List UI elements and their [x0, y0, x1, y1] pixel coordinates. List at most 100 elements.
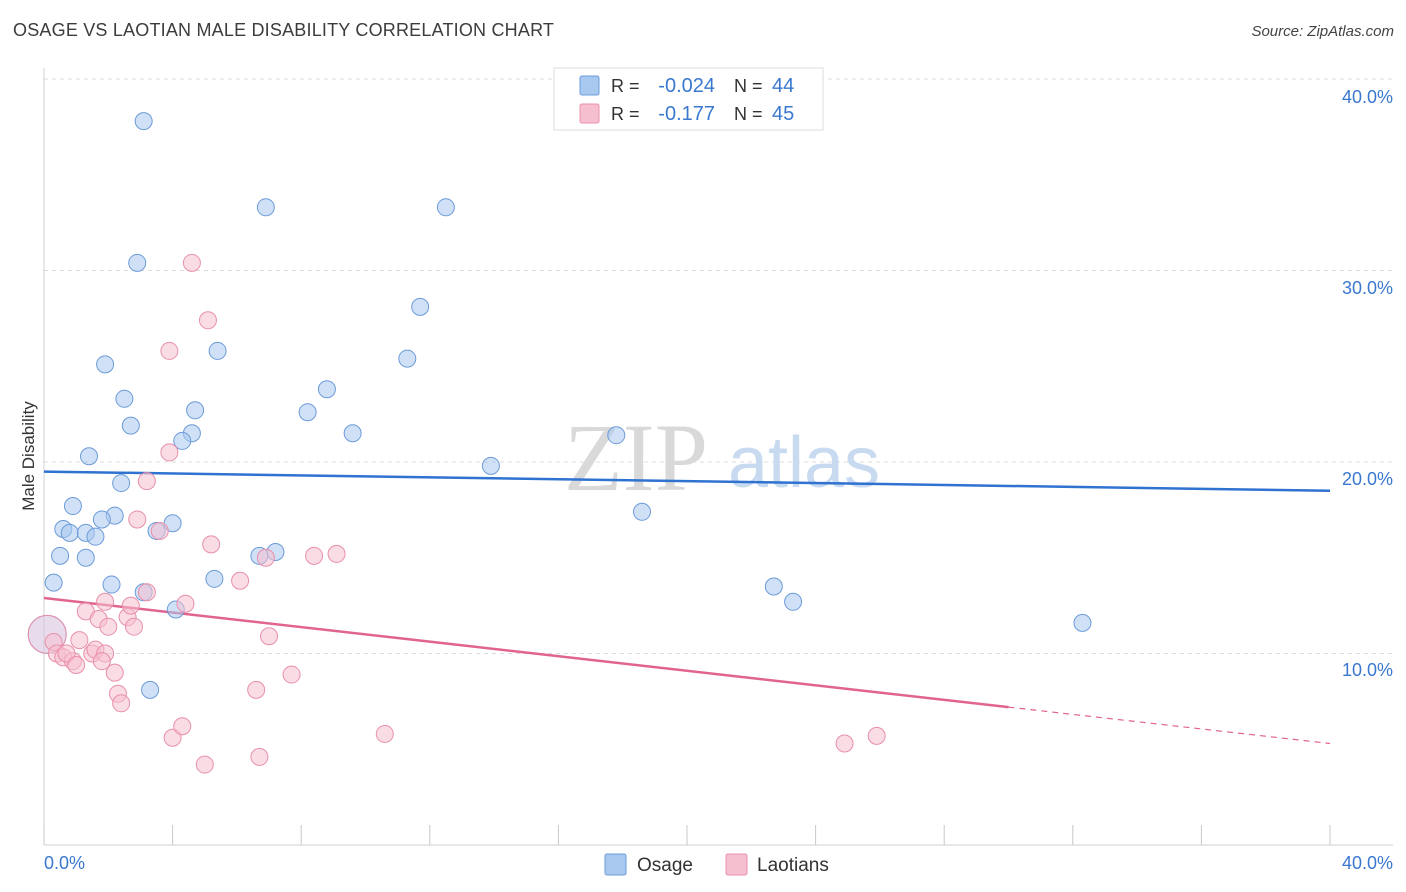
watermark-atlas: atlas — [728, 423, 880, 503]
laotians-point — [137, 472, 156, 491]
osage-point — [60, 523, 79, 542]
x-tick-label-min: 0.0% — [44, 853, 85, 873]
laotians-point — [202, 535, 221, 554]
osage-point — [63, 497, 82, 516]
stats-legend-osage-swatch — [579, 75, 600, 96]
laotians-point — [112, 694, 131, 713]
laotians-point — [247, 680, 266, 699]
y-axis-label: Male Disability — [19, 401, 38, 511]
axes — [43, 68, 1393, 846]
laotians-point — [99, 617, 118, 636]
osage-point — [764, 577, 783, 596]
osage-point — [51, 546, 70, 565]
y-tick-label-20: 20.0% — [1342, 469, 1393, 489]
osage-point — [411, 297, 430, 316]
y-tick-label-10: 10.0% — [1342, 660, 1393, 680]
osage-trend-line — [43, 470, 1331, 492]
laotians-point — [70, 631, 89, 650]
osage-point — [398, 349, 417, 368]
watermark-zip: ZIP — [564, 404, 708, 511]
stats-legend-laotians-n-label: N = — [734, 104, 763, 124]
osage-point — [205, 569, 224, 588]
osage-point — [86, 527, 105, 546]
osage-point — [121, 416, 140, 435]
osage-point — [173, 431, 192, 450]
source-label: Source: ZipAtlas.com — [1251, 23, 1394, 40]
laotians-point — [128, 510, 147, 529]
laotians-point — [195, 755, 214, 774]
osage-point — [607, 426, 626, 445]
osage-point — [44, 573, 63, 592]
osage-point — [134, 112, 153, 131]
stats-legend-laotians-r-label: R = — [611, 104, 640, 124]
osage-point — [128, 253, 147, 272]
laotians-point — [150, 521, 169, 540]
laotians-point — [173, 717, 192, 736]
laotians-point — [92, 652, 111, 671]
stats-legend-laotians-n-value: 45 — [772, 103, 794, 125]
laotians-point — [305, 546, 324, 565]
legend-osage-label: Osage — [637, 855, 693, 876]
stats-legend-osage-r-label: R = — [611, 76, 640, 96]
laotians-point — [163, 728, 182, 747]
y-tick-labels: 10.0% 20.0% 30.0% 40.0% — [1342, 87, 1393, 680]
osage-point — [112, 474, 131, 493]
stats-legend-osage-r-value: -0.024 — [658, 75, 715, 97]
laotians-point — [57, 644, 76, 663]
laotians-point — [198, 311, 217, 330]
osage-point — [96, 355, 115, 374]
laotians-point — [282, 665, 301, 684]
osage-point — [784, 592, 803, 611]
laotians-point — [375, 724, 394, 743]
laotians-point — [67, 655, 86, 674]
laotians-point — [231, 571, 250, 590]
laotians-point — [160, 341, 179, 360]
laotians-trend-line — [43, 596, 1009, 709]
laotians-point — [105, 663, 124, 682]
laotians-point — [96, 592, 115, 611]
osage-point — [92, 510, 111, 529]
y-tick-label-40: 40.0% — [1342, 87, 1393, 107]
stats-legend-osage-n-value: 44 — [772, 75, 794, 97]
osage-point — [632, 502, 651, 521]
legend-laotians-swatch — [725, 853, 748, 876]
laotians-point — [137, 583, 156, 602]
stats-legend-laotians-swatch — [579, 103, 600, 124]
legend-laotians-label: Laotians — [757, 855, 829, 876]
grid — [44, 78, 1393, 654]
laotians-point — [176, 594, 195, 613]
stats-legend: R = -0.024 N = 44 R = -0.177 N = 45 — [553, 67, 824, 131]
osage-point — [76, 548, 95, 567]
osage-point — [141, 680, 160, 699]
laotians-point — [121, 596, 140, 615]
laotians-point — [250, 747, 269, 766]
stats-legend-osage-n-label: N = — [734, 76, 763, 96]
osage-point — [298, 403, 317, 422]
laotians-point — [182, 253, 201, 272]
osage-point — [80, 447, 99, 466]
series-legend: Osage Laotians — [604, 853, 829, 876]
osage-point — [102, 575, 121, 594]
osage-point — [115, 389, 134, 408]
osage-point — [436, 198, 455, 217]
y-tick-label-30: 30.0% — [1342, 278, 1393, 298]
osage-point — [1073, 613, 1092, 632]
laotians-point — [256, 548, 275, 567]
osage-point — [481, 456, 500, 475]
chart-title: OSAGE VS LAOTIAN MALE DISABILITY CORRELA… — [13, 20, 555, 40]
osage-point — [317, 380, 336, 399]
x-tick-label-max: 40.0% — [1342, 853, 1393, 873]
laotians-points — [27, 253, 886, 774]
legend-osage-swatch — [604, 853, 627, 876]
laotians-point — [327, 544, 346, 563]
laotians-point — [125, 617, 144, 636]
laotians-point — [160, 443, 179, 462]
laotians-trend-line-extension — [1008, 706, 1331, 745]
osage-point — [256, 198, 275, 217]
laotians-point — [260, 627, 279, 646]
watermark: ZIP atlas — [564, 404, 880, 511]
laotians-point — [867, 726, 886, 745]
osage-point — [186, 401, 205, 420]
osage-point — [343, 424, 362, 443]
